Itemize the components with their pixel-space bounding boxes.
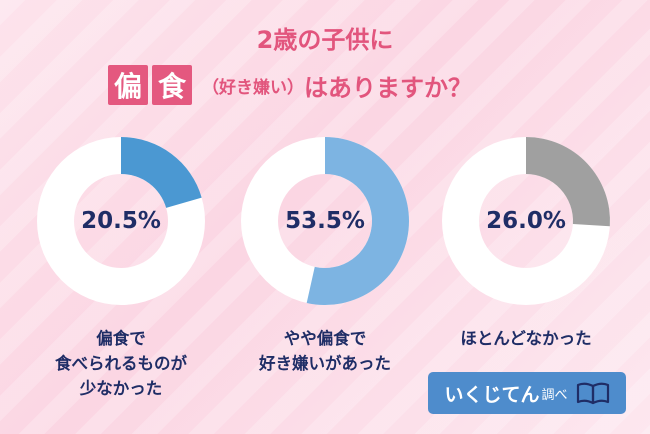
title-parenthetical: （好き嫌い） (202, 77, 304, 98)
title-line-2: 偏 食 （好き嫌い） はありますか？ (108, 64, 472, 106)
donut-1-label-line: 偏食で (96, 329, 146, 348)
brand-name: いくじてん (444, 383, 540, 406)
donut-3-label-line: ほとんどなかった (460, 329, 592, 348)
open-book-icon (576, 382, 609, 405)
donut-2-label-line: 好き嫌いがあった (259, 354, 391, 373)
donut-1-label-line: 少なかった (79, 379, 163, 398)
brand-badge: いくじてん 調べ (428, 372, 626, 414)
donut-2-label-line: やや偏食で (283, 329, 367, 348)
donut-2-segment (306, 137, 409, 305)
donut-1-label: 偏食で 食べられるものが 少なかった (21, 326, 221, 401)
brand-sub: 調べ (541, 387, 568, 403)
title-kanji-box-1: 偏 (108, 65, 148, 105)
donut-3-label: ほとんどなかった (426, 326, 626, 351)
title-kanji-box-2: 食 (152, 65, 192, 105)
donut-3-segment (526, 137, 610, 227)
title-rest: はありますか？ (304, 73, 472, 102)
donut-1-value: 20.5% (81, 208, 161, 234)
donut-1-segment (121, 137, 202, 208)
donut-1-label-line: 食べられるものが (55, 354, 187, 373)
donut-2-value: 53.5% (285, 208, 365, 234)
title-line-1: 2歳の子供に (256, 26, 394, 54)
donut-2-label: やや偏食で 好き嫌いがあった (225, 326, 425, 376)
donut-3-value: 26.0% (486, 208, 566, 234)
